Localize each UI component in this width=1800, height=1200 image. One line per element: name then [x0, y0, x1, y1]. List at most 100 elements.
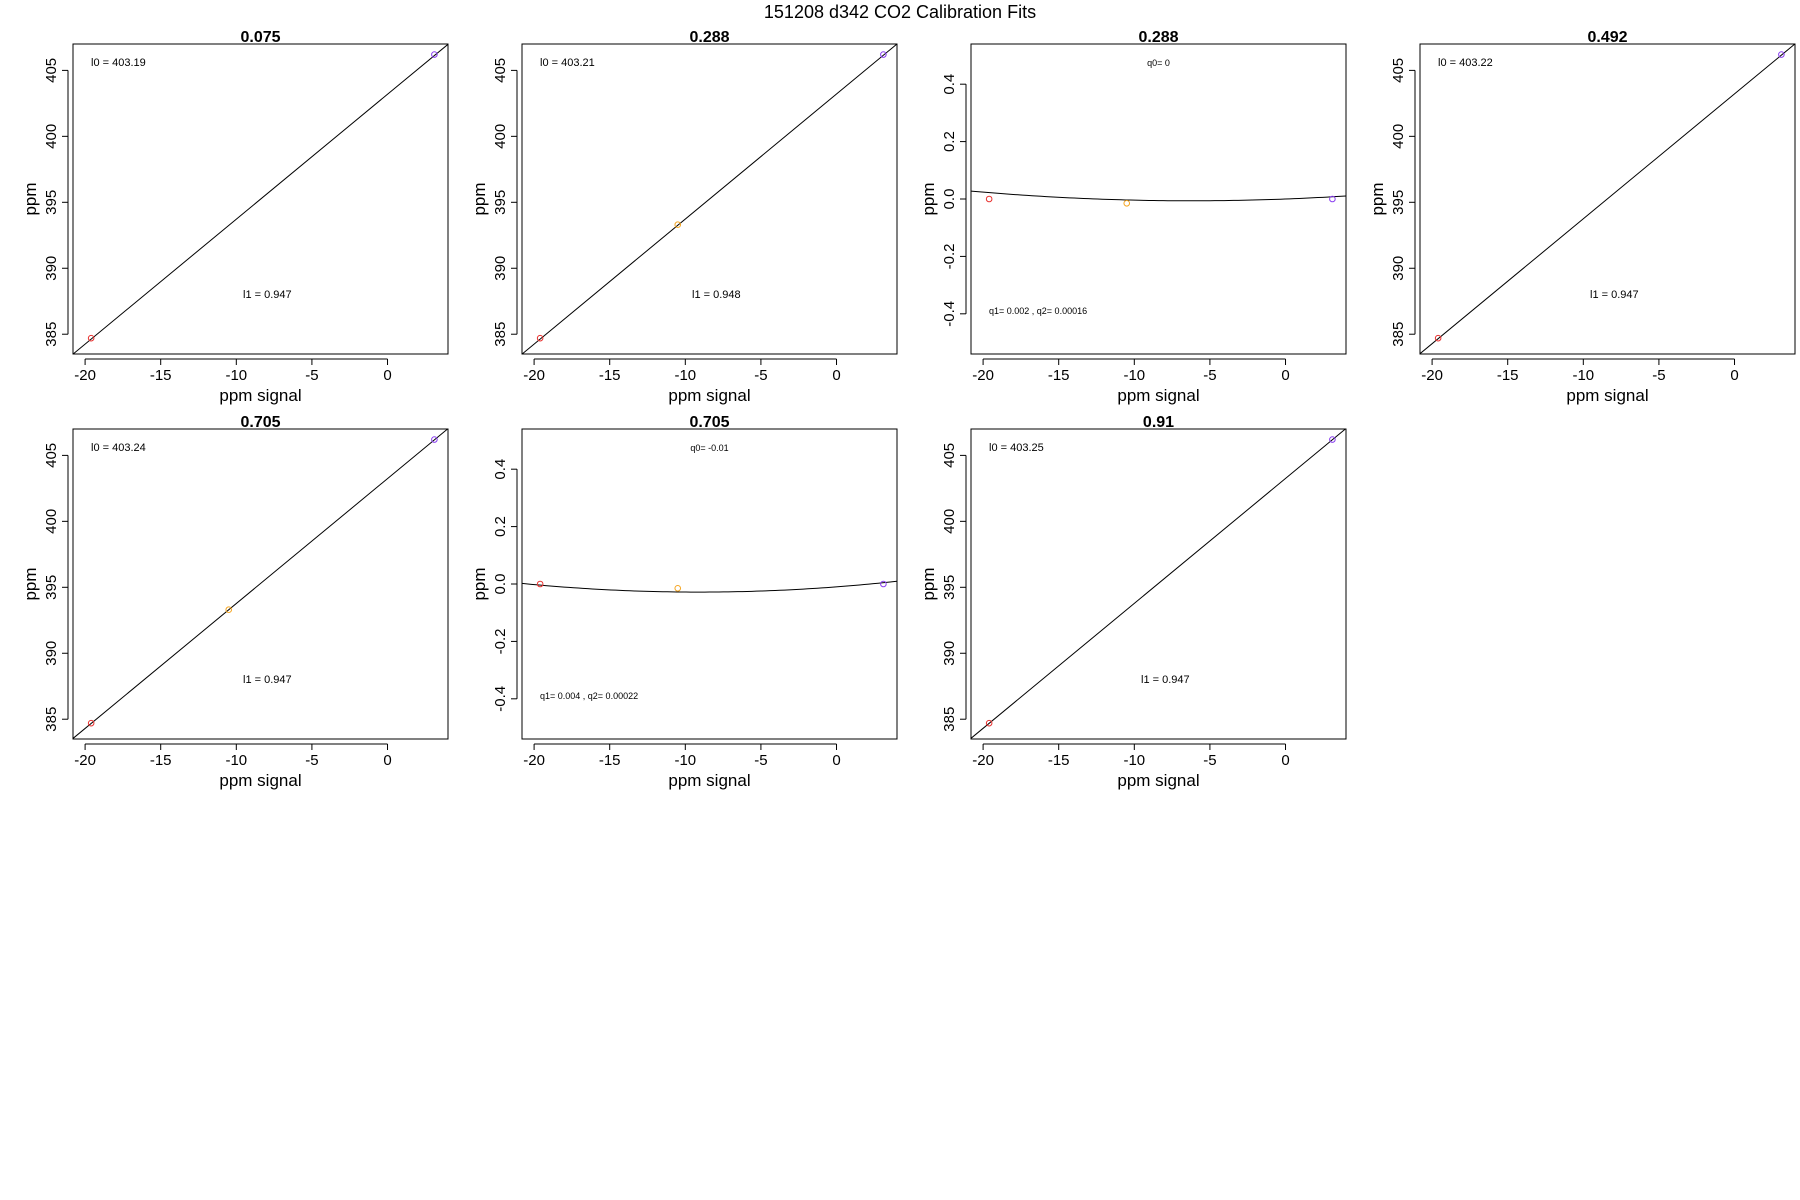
data-point: [87, 719, 95, 727]
x-tick-label: 0: [383, 367, 391, 384]
data-point: [1123, 200, 1131, 207]
plot-panel: 0.705 -20 -15 -10 -5 0 ppm signal 385 390 395 400 4…: [21, 414, 449, 790]
y-tick-label: 385: [43, 322, 60, 347]
plot-title: 0.492: [1587, 29, 1627, 46]
annotation-l0: l0 = 403.19: [91, 57, 146, 69]
x-tick-label: 0: [832, 367, 840, 384]
y-axis-label: ppm: [1368, 182, 1387, 215]
x-tick-label: -10: [225, 367, 247, 384]
fit-curve-group: [1420, 44, 1795, 354]
y-tick-label: 400: [941, 509, 958, 534]
y-tick-label: 395: [43, 190, 60, 215]
x-tick-label: -5: [1652, 367, 1665, 384]
x-tick-label: -10: [674, 752, 696, 769]
y-axis: 385 390 395 400 405: [43, 443, 69, 732]
data-point: [536, 334, 544, 342]
fit-line: [522, 44, 897, 354]
plot-title: 0.288: [1138, 29, 1178, 46]
plot-panel: 0.492 -20 -15 -10 -5 0 ppm signal 385 390 395 400 4…: [1368, 29, 1796, 405]
annotation-l1: l1 = 0.947: [1590, 289, 1639, 301]
data-point: [880, 580, 887, 588]
data-point: [985, 719, 993, 727]
y-axis-label: ppm: [919, 182, 938, 215]
y-tick-label: 385: [941, 707, 958, 732]
y-tick-label: -0.2: [941, 243, 958, 269]
figure-title: 151208 d342 CO2 Calibration Fits: [763, 2, 1037, 22]
plot-frame: [72, 428, 449, 740]
x-axis: -20 -15 -10 -5 0: [523, 358, 841, 384]
x-axis-label: ppm signal: [668, 386, 750, 405]
x-axis: -20 -15 -10 -5 0: [972, 358, 1290, 384]
y-tick-label: 400: [43, 124, 60, 149]
x-tick-label: -10: [674, 367, 696, 384]
data-point: [536, 580, 544, 588]
x-tick-label: -5: [754, 367, 767, 384]
x-tick-label: -5: [1203, 752, 1216, 769]
annotation-l0: l0 = 403.22: [1438, 57, 1493, 69]
x-tick-label: -15: [1497, 367, 1519, 384]
data-point: [985, 195, 993, 203]
annotation-q0: q0= 0: [1147, 58, 1170, 68]
x-axis-label: ppm signal: [219, 771, 301, 790]
y-axis-label: ppm: [21, 182, 40, 215]
plot-title: 0.288: [689, 29, 729, 46]
y-axis: 385 390 395 400 405: [1390, 58, 1416, 347]
y-tick-label: -0.4: [492, 686, 509, 712]
annotation-l0: l0 = 403.25: [989, 442, 1044, 454]
y-tick-label: 405: [1390, 58, 1407, 83]
plot-frame: [521, 428, 898, 740]
y-tick-label: 405: [492, 58, 509, 83]
fit-curve-group: [971, 190, 1346, 202]
plot-panel: 0.075 -20 -15 -10 -5 0 ppm signal 385 390 395 400 4…: [21, 29, 449, 405]
x-tick-label: -20: [74, 752, 96, 769]
annotation-l0: l0 = 403.24: [91, 442, 146, 454]
y-axis-label: ppm: [21, 567, 40, 600]
fit-curve-group: [73, 44, 448, 354]
annotation-l1: l1 = 0.947: [243, 289, 292, 301]
plot-panel: 0.91 -20 -15 -10 -5 0 ppm signal 385 390 395 400 40…: [919, 414, 1347, 790]
x-tick-label: -20: [74, 367, 96, 384]
data-point: [225, 606, 233, 614]
y-tick-label: 390: [492, 256, 509, 281]
data-point: [880, 51, 887, 58]
plot-title: 0.705: [240, 414, 280, 431]
plot-frame: [521, 43, 898, 355]
x-tick-label: -15: [1048, 367, 1070, 384]
fit-line: [73, 429, 448, 739]
data-point: [674, 585, 682, 592]
plot-frame: [970, 43, 1347, 355]
y-tick-label: 0.0: [941, 189, 958, 210]
annotation-q0: q0= -0.01: [690, 443, 728, 453]
plot-title: 0.91: [1143, 414, 1174, 431]
plot-frame: [72, 43, 449, 355]
x-tick-label: -20: [1421, 367, 1443, 384]
y-tick-label: 405: [941, 443, 958, 468]
y-tick-label: 395: [492, 190, 509, 215]
x-axis: -20 -15 -10 -5 0: [523, 743, 841, 769]
x-tick-label: -10: [1572, 367, 1594, 384]
data-point: [674, 221, 682, 229]
x-tick-label: -20: [523, 367, 545, 384]
annotation-q1-q2: q1= 0.004 , q2= 0.00022: [540, 691, 638, 701]
y-axis: 385 390 395 400 405: [492, 58, 518, 347]
y-tick-label: 0.2: [941, 131, 958, 152]
plot-title: 0.075: [240, 29, 280, 46]
fit-curve-group: [971, 429, 1346, 739]
x-axis-label: ppm signal: [1117, 771, 1199, 790]
y-axis: 385 390 395 400 405: [43, 58, 69, 347]
fit-line: [73, 44, 448, 354]
fit-line: [1420, 44, 1795, 354]
annotation-l1: l1 = 0.947: [1141, 674, 1190, 686]
x-tick-label: -15: [150, 367, 172, 384]
y-tick-label: 390: [43, 641, 60, 666]
fit-line: [971, 429, 1346, 739]
data-point: [431, 436, 438, 443]
data-point: [1329, 436, 1336, 443]
plot-title: 0.705: [689, 414, 729, 431]
y-tick-label: 400: [1390, 124, 1407, 149]
y-axis: -0.4 -0.2 0.0 0.2 0.4: [941, 74, 967, 327]
y-tick-label: 405: [43, 58, 60, 83]
plot-panel: 0.288 -20 -15 -10 -5 0 ppm signal -0.4 -0.2 0.0 0.…: [919, 29, 1347, 405]
y-tick-label: 390: [1390, 256, 1407, 281]
